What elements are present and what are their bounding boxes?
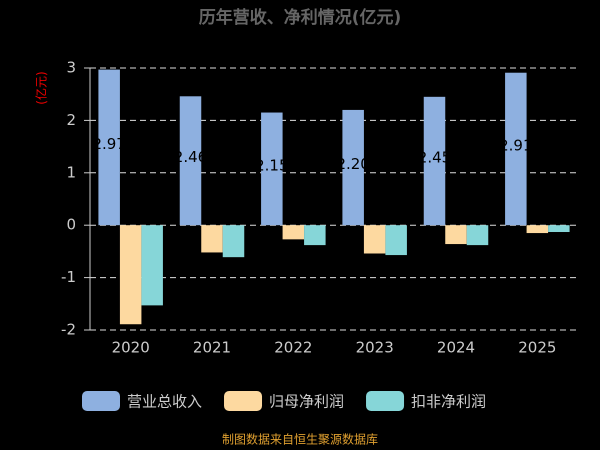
bar	[179, 96, 202, 226]
legend-swatch	[82, 391, 120, 411]
y-tick-label: 2	[66, 111, 76, 129]
bar	[385, 225, 407, 256]
chart-title: 历年营收、净利情况(亿元)	[199, 7, 402, 28]
value-label: 2.46	[174, 148, 207, 166]
legend-label: 营业总收入	[127, 393, 202, 411]
value-label: 2.97	[92, 135, 125, 153]
bar	[119, 225, 142, 325]
bar	[282, 225, 305, 240]
bar	[201, 225, 223, 253]
legend-swatch	[366, 391, 405, 411]
y-tick-label: -2	[61, 321, 76, 339]
x-tick-label: 2021	[193, 339, 231, 357]
bar	[261, 112, 283, 226]
bar	[526, 225, 549, 234]
x-tick-label: 2022	[274, 339, 312, 357]
x-tick-label: 2023	[356, 339, 394, 357]
bar	[505, 72, 527, 226]
y-tick-label: 3	[66, 59, 76, 77]
y-tick-label: 0	[66, 216, 76, 234]
value-label: 2.91	[499, 136, 532, 154]
bar	[222, 225, 245, 258]
legend-swatch	[224, 391, 263, 411]
bar	[363, 225, 386, 254]
legend-label: 扣非净利润	[411, 393, 486, 411]
value-label: 2.20	[336, 155, 369, 173]
y-tick-label: 1	[66, 163, 76, 181]
bar	[342, 109, 364, 226]
source-note: 制图数据来自恒生聚源数据库	[222, 432, 378, 447]
y-axis-label: (亿元)	[34, 71, 49, 104]
bar	[423, 96, 446, 226]
legend-label: 归母净利润	[269, 393, 344, 411]
bar	[548, 225, 570, 233]
value-label: 2.45	[418, 149, 451, 167]
x-tick-label: 2024	[437, 339, 475, 357]
bar	[445, 225, 467, 245]
bar	[98, 69, 120, 226]
bar	[466, 225, 489, 246]
bar	[304, 225, 326, 246]
bar	[141, 225, 163, 306]
x-tick-label: 2020	[112, 339, 150, 357]
value-label: 2.15	[255, 156, 288, 174]
x-tick-label: 2025	[518, 339, 556, 357]
y-tick-label: -1	[61, 268, 76, 286]
